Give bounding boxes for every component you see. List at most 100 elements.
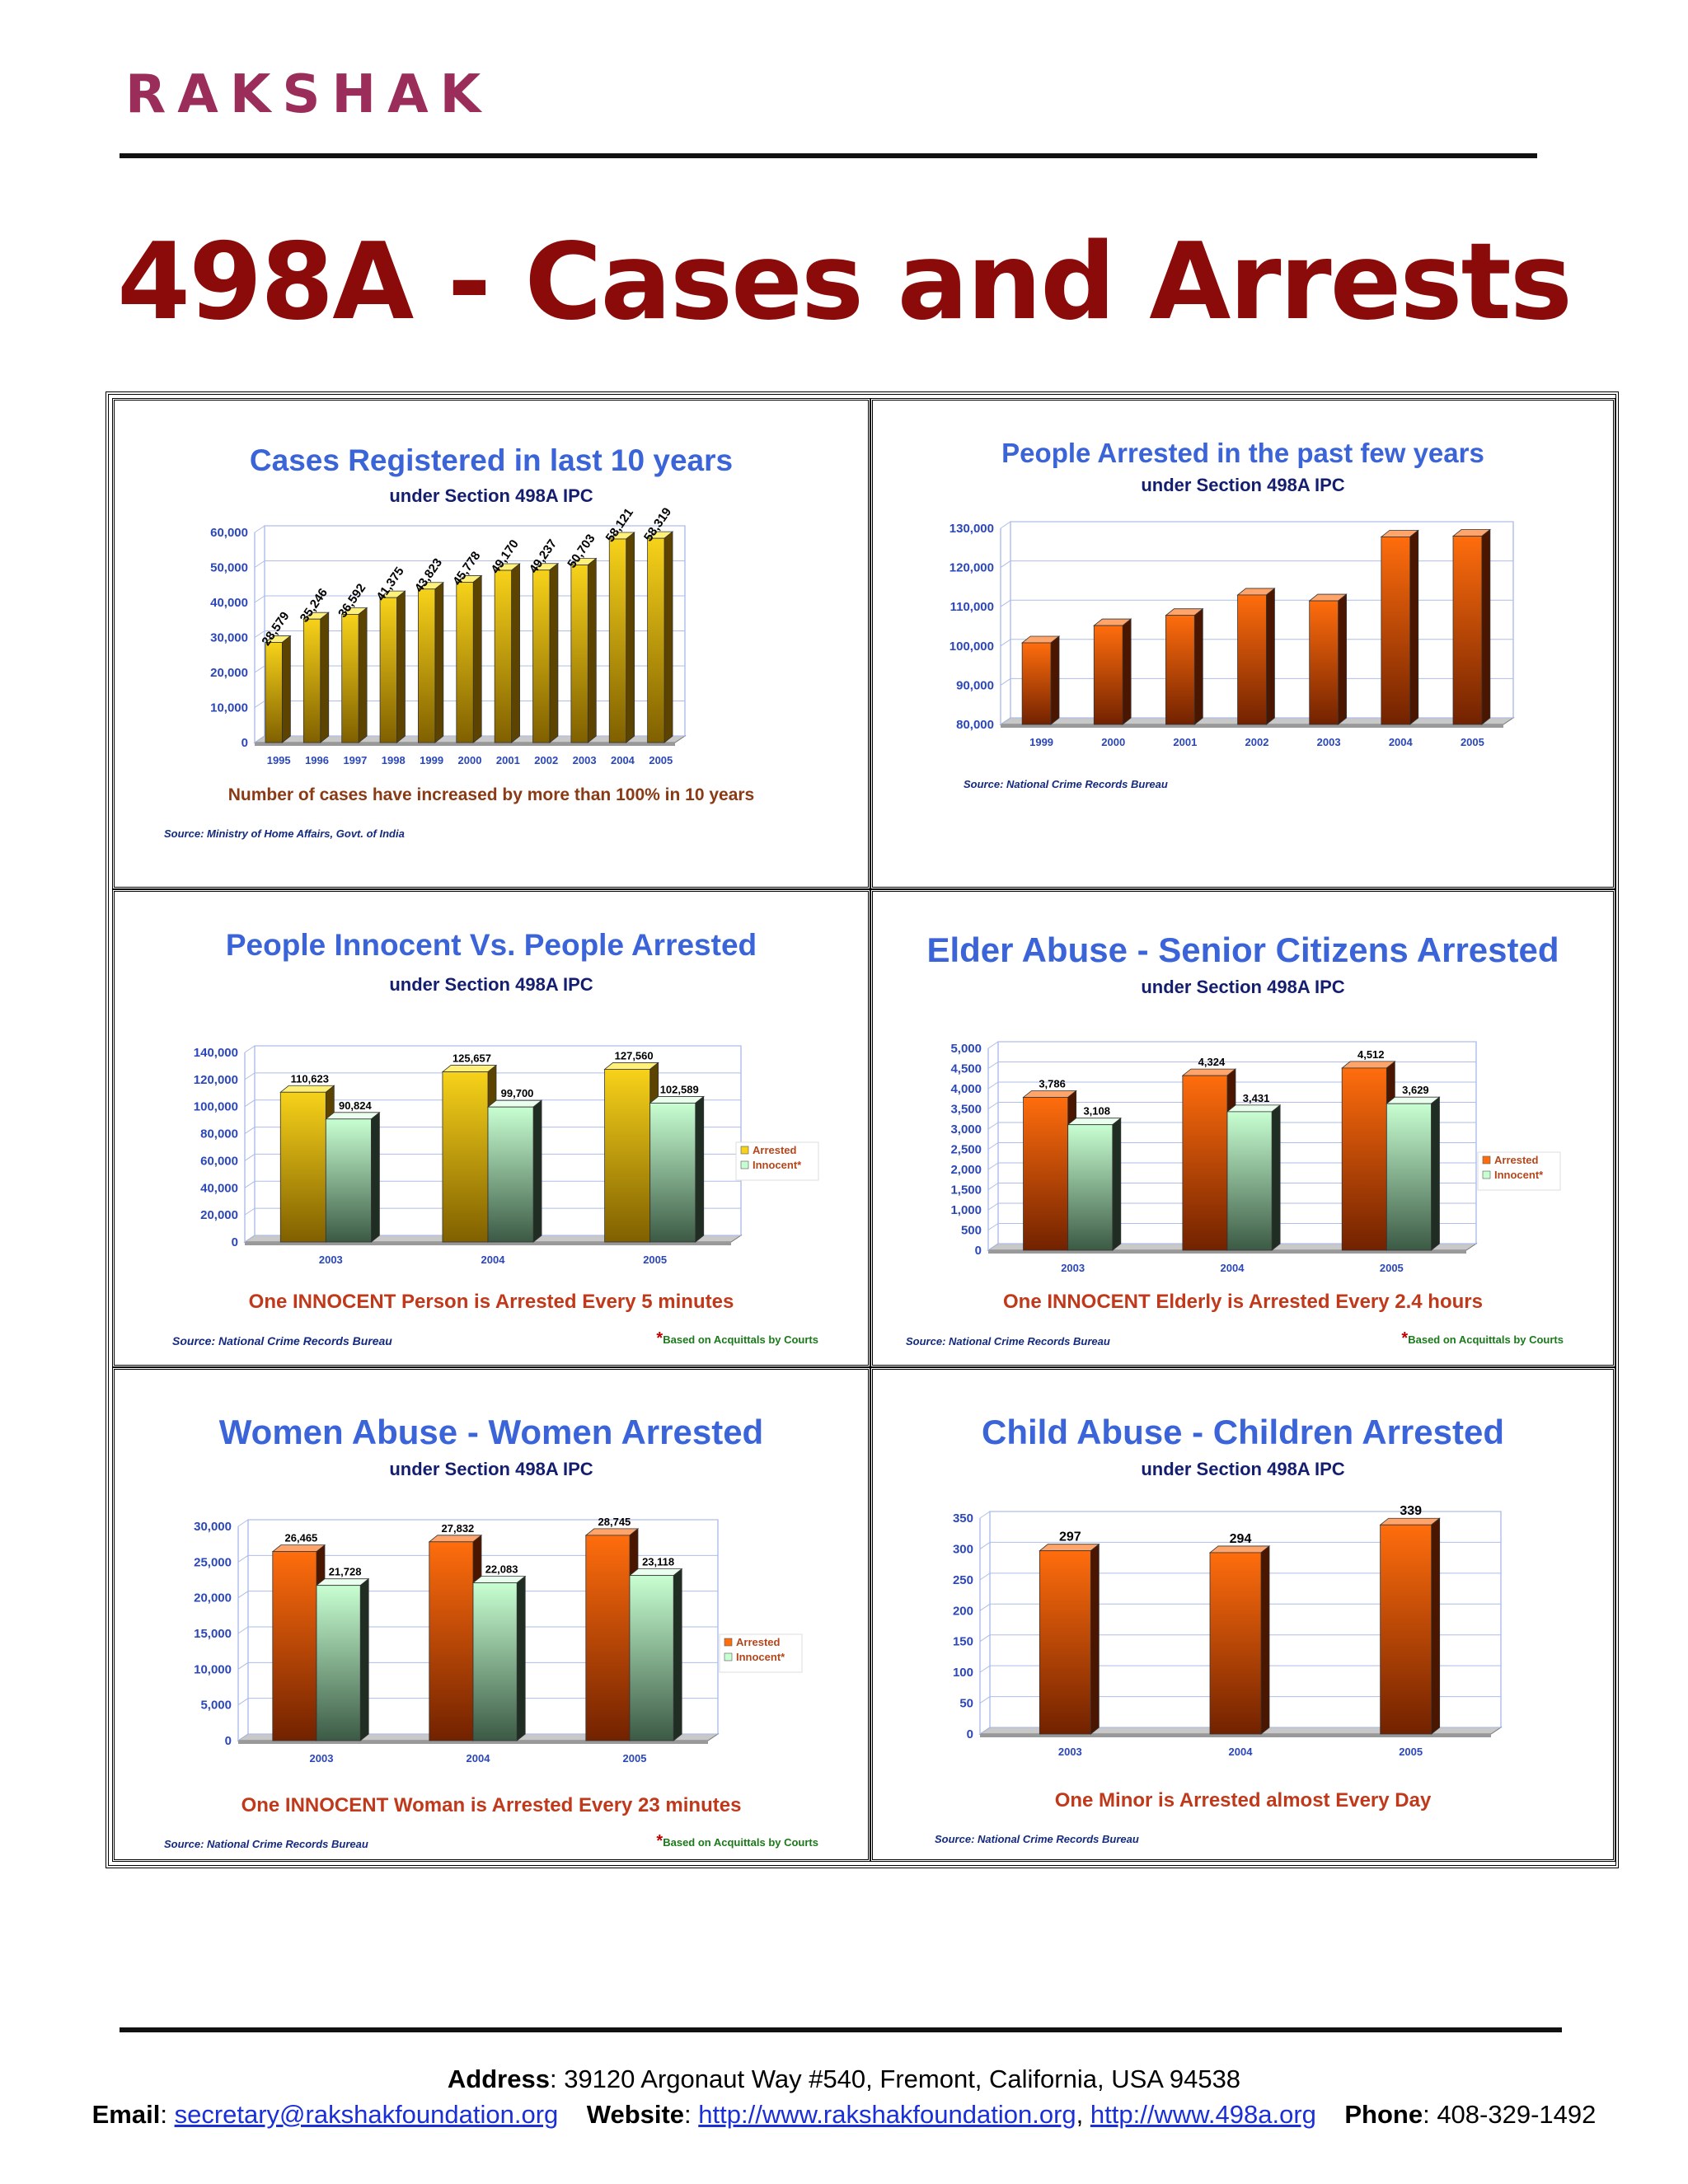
data-label: 28,745 xyxy=(598,1516,631,1528)
legend-swatch xyxy=(1482,1155,1491,1165)
legend-swatch xyxy=(740,1146,749,1155)
website-link-498a[interactable]: http://www.498a.org xyxy=(1090,2100,1316,2129)
x-tick-label: 1995 xyxy=(267,754,291,766)
chart-legend: Arrested Innocent* xyxy=(1477,1151,1561,1191)
header-rule xyxy=(120,153,1537,158)
address-text: 39120 Argonaut Way #540, Fremont, Califo… xyxy=(564,2064,1241,2093)
y-tick-label: 110,000 xyxy=(950,600,994,614)
gridline-diagonal xyxy=(254,595,265,603)
gridline-diagonal xyxy=(1000,677,1011,686)
x-tick-label: 2005 xyxy=(643,1254,667,1266)
gridline-diagonal xyxy=(979,1727,991,1735)
y-tick-label: 100,000 xyxy=(194,1100,238,1114)
website-link-rakshak[interactable]: http://www.rakshakfoundation.org xyxy=(698,2100,1076,2129)
gridline-diagonal xyxy=(244,1235,256,1243)
gridline-diagonal xyxy=(987,1122,999,1130)
data-label: 3,629 xyxy=(1402,1084,1429,1096)
chart-title: Women Abuse - Women Arrested xyxy=(219,1413,763,1451)
gridline-diagonal xyxy=(979,1542,991,1549)
y-tick-label: 0 xyxy=(975,1244,982,1258)
bar xyxy=(340,607,368,743)
y-tick-label: 60,000 xyxy=(210,526,248,540)
chart-caption: One INNOCENT Woman is Arrested Every 23 … xyxy=(241,1794,742,1816)
x-tick-label: 2004 xyxy=(1229,1746,1254,1758)
bar xyxy=(570,557,598,743)
y-tick-label: 0 xyxy=(241,736,248,750)
x-tick-label: 2004 xyxy=(481,1254,506,1266)
bar-innocent xyxy=(325,1111,381,1243)
bar-innocent xyxy=(315,1577,370,1741)
bar xyxy=(1208,1545,1271,1735)
y-tick-label: 40,000 xyxy=(200,1181,238,1195)
y-tick-label: 0 xyxy=(232,1235,238,1249)
x-tick-label: 2002 xyxy=(534,754,558,766)
chart-legend: Arrested Innocent* xyxy=(719,1633,803,1673)
gridline-diagonal xyxy=(237,1554,249,1563)
gridline-diagonal xyxy=(987,1062,999,1069)
x-tick-label: 2003 xyxy=(310,1752,334,1765)
address-label: Address xyxy=(447,2064,550,2093)
data-label: 3,786 xyxy=(1039,1077,1066,1090)
chart-panel-women: Women Abuse - Women Arrested under Sectio… xyxy=(112,1367,870,1862)
bar-innocent xyxy=(649,1095,705,1243)
y-tick-label: 500 xyxy=(961,1224,982,1238)
chart-subtitle: under Section 498A IPC xyxy=(1141,1459,1344,1479)
chart-caption: Number of cases have increased by more t… xyxy=(228,785,754,804)
email-label: Email xyxy=(91,2100,161,2129)
y-tick-label: 30,000 xyxy=(194,1520,232,1534)
gridline-diagonal xyxy=(254,525,265,533)
y-tick-label: 0 xyxy=(967,1727,973,1741)
gridline-diagonal xyxy=(979,1603,991,1611)
bar-innocent xyxy=(486,1099,543,1243)
gridline-diagonal xyxy=(237,1591,249,1599)
bar xyxy=(455,574,483,743)
bar xyxy=(1308,593,1348,725)
gridline-diagonal xyxy=(254,735,265,743)
y-tick-label: 80,000 xyxy=(200,1127,238,1141)
plot-floor-edge xyxy=(255,743,675,746)
chart-source: Source: National Crime Records Bureau xyxy=(935,1833,1139,1845)
y-tick-label: 30,000 xyxy=(210,631,248,645)
bar xyxy=(302,612,330,743)
gridline-diagonal xyxy=(987,1162,999,1170)
chart-note: *Based on Acquittals by Courts xyxy=(1401,1329,1564,1347)
bar-innocent xyxy=(628,1568,683,1741)
y-tick-label: 120,000 xyxy=(950,561,994,575)
chart-caption: One INNOCENT Elderly is Arrested Every 2… xyxy=(1003,1291,1483,1313)
y-tick-label: 0 xyxy=(225,1734,232,1748)
x-tick-label: 2004 xyxy=(467,1752,491,1765)
bar xyxy=(1093,618,1132,725)
footer-rule xyxy=(120,2027,1562,2032)
y-tick-label: 200 xyxy=(953,1604,973,1618)
x-tick-label: 2003 xyxy=(1317,736,1341,748)
plot-floor-edge xyxy=(980,1734,1491,1737)
data-label: 27,832 xyxy=(442,1522,475,1535)
gridline-diagonal xyxy=(987,1202,999,1211)
chart-panel-child: Child Abuse - Children Arrested under Sec… xyxy=(870,1367,1615,1862)
y-tick-label: 150 xyxy=(953,1635,973,1649)
data-label: 23,118 xyxy=(642,1556,674,1568)
x-tick-label: 2005 xyxy=(1461,736,1484,748)
y-tick-label: 60,000 xyxy=(200,1154,238,1168)
y-tick-label: 40,000 xyxy=(210,596,248,610)
plot-floor-edge xyxy=(245,1242,731,1245)
chart-arrested: People Arrested in the past few years und… xyxy=(950,438,1515,790)
x-tick-label: 2000 xyxy=(1101,736,1125,748)
y-tick-label: 10,000 xyxy=(210,701,248,715)
gridline-diagonal xyxy=(237,1626,249,1634)
y-tick-label: 130,000 xyxy=(950,522,994,536)
y-tick-label: 20,000 xyxy=(194,1591,232,1605)
email-link[interactable]: secretary@rakshakfoundation.org xyxy=(174,2100,559,2129)
gridline-diagonal xyxy=(244,1072,256,1080)
legend-swatch xyxy=(740,1160,749,1169)
data-label: 127,560 xyxy=(615,1049,654,1062)
chart-title: Elder Abuse - Senior Citizens Arrested xyxy=(926,930,1559,969)
chart-elder: Elder Abuse - Senior Citizens Arrested un… xyxy=(906,930,1564,1347)
chart-title: Child Abuse - Children Arrested xyxy=(982,1413,1504,1451)
legend-label: Arrested xyxy=(736,1636,781,1648)
data-label: 22,083 xyxy=(485,1563,518,1576)
chart-title: People Arrested in the past few years xyxy=(1001,438,1484,468)
data-label: 297 xyxy=(1059,1530,1081,1544)
y-tick-label: 10,000 xyxy=(194,1662,232,1676)
x-tick-label: 1997 xyxy=(343,754,367,766)
